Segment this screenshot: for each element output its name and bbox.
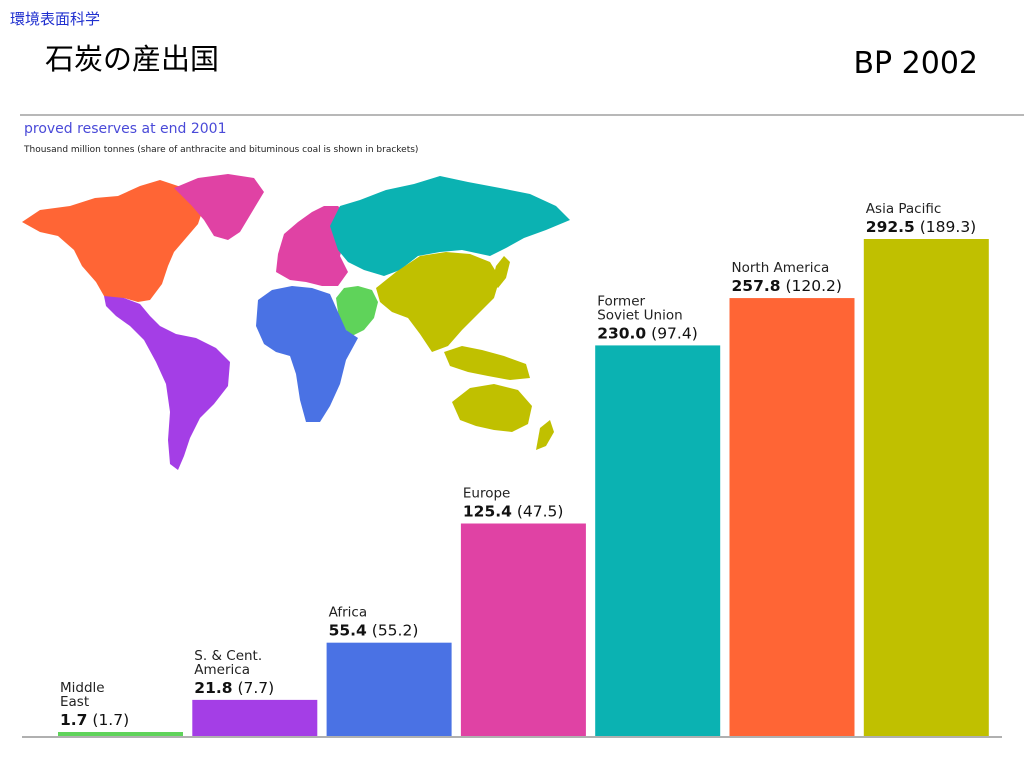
bar-category-label-0-0: Middle: [60, 680, 105, 696]
bar-category-label-4-1: Soviet Union: [597, 307, 682, 323]
bar-bracket-value-2: (55.2): [367, 622, 419, 640]
bar-5: [729, 298, 855, 737]
bar-value-1: 21.8: [194, 679, 232, 697]
bar-value-6: 292.5: [866, 218, 915, 236]
bar-value-label-4: 230.0 (97.4): [597, 324, 698, 342]
map-asia-pacific: [376, 252, 500, 352]
bar-value-label-1: 21.8 (7.7): [194, 679, 274, 697]
map-former-soviet-union: [330, 176, 570, 276]
bar-1: [192, 699, 318, 737]
bar-bracket-value-6: (189.3): [915, 218, 976, 236]
bar-category-label-3-0: Europe: [463, 485, 510, 501]
map-southeast-asia: [444, 346, 530, 380]
bar-2: [326, 642, 452, 737]
bar-value-label-5: 257.8 (120.2): [732, 277, 842, 295]
bar-category-label-5-0: North America: [732, 260, 830, 276]
slide-title: 石炭の産出国: [45, 42, 220, 76]
source-label: BP 2002: [853, 46, 978, 81]
world-map: [22, 174, 570, 470]
map-north-america: [22, 180, 204, 302]
map-greenland: [174, 174, 264, 240]
bar-category-label-1-1: America: [194, 662, 250, 678]
bar-bracket-value-1: (7.7): [233, 679, 275, 697]
bar-value-label-3: 125.4 (47.5): [463, 502, 564, 520]
bar-value-label-2: 55.4 (55.2): [329, 622, 419, 640]
header-divider: [20, 114, 1024, 116]
bar-bracket-value-5: (120.2): [781, 277, 842, 295]
bar-bracket-value-3: (47.5): [512, 502, 564, 520]
course-title: 環境表面科学: [10, 10, 101, 28]
chart-title: proved reserves at end 2001: [24, 121, 227, 137]
bar-value-label-0: 1.7 (1.7): [60, 711, 129, 729]
bar-value-2: 55.4: [329, 622, 367, 640]
bar-4: [595, 345, 721, 737]
bar-category-label-1-0: S. & Cent.: [194, 648, 262, 664]
bar-category-label-4-0: Former: [597, 293, 645, 309]
bar-category-label-0-1: East: [60, 694, 89, 710]
bar-category-label-2-0: Africa: [329, 605, 368, 621]
bar-value-4: 230.0: [597, 324, 646, 342]
bar-value-label-6: 292.5 (189.3): [866, 218, 976, 236]
map-new-zealand: [536, 420, 554, 450]
bar-value-3: 125.4: [463, 502, 512, 520]
bar-value-0: 1.7: [60, 711, 87, 729]
map-south-america: [104, 296, 230, 470]
bar-6: [863, 239, 989, 737]
bar-bracket-value-0: (1.7): [87, 711, 129, 729]
map-africa: [256, 286, 358, 422]
map-japan: [492, 256, 510, 288]
bar-bracket-value-4: (97.4): [646, 324, 698, 342]
bar-3: [460, 523, 586, 737]
map-middle-east: [336, 286, 378, 336]
bar-0: [58, 732, 183, 737]
chart-subtitle: Thousand million tonnes (share of anthra…: [24, 145, 419, 155]
bar-value-5: 257.8: [732, 277, 781, 295]
map-australia: [452, 384, 532, 432]
bar-category-label-6-0: Asia Pacific: [866, 201, 942, 217]
bar-series: [58, 239, 989, 737]
